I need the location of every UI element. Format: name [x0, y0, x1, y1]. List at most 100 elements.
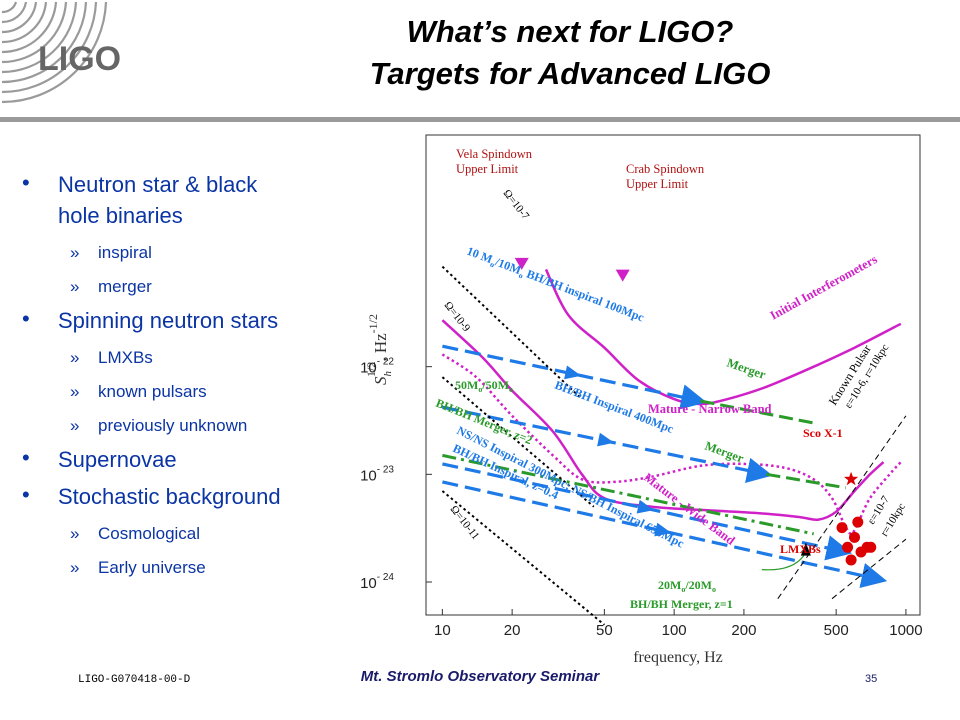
x-axis-label: frequency, Hz: [633, 649, 723, 666]
annotation-20mo-sub: o: [681, 585, 685, 594]
plot-border: [425, 134, 921, 616]
sub-bullet-marker-icon: »: [70, 277, 80, 296]
series-50mo-50mo-bh-bh-merger-z-2: [442, 453, 815, 536]
annotation-50mo-sub2: o: [509, 385, 513, 394]
annotation-50mo-merger: 50Mo/50Mo: [455, 378, 513, 394]
annotation-50mo-mid: /50M: [481, 378, 509, 392]
annotation-initial-interferometers: Initial Interferometers: [768, 252, 880, 323]
x-tick-label: 100: [662, 622, 687, 639]
series-10-mo-10mo-bh-bh-inspiral-100mpc: [442, 344, 707, 410]
annotation-20mo-merger-line2: BH/BH Merger, z=1: [630, 597, 733, 611]
sub-bullet-item: » LMXBs: [20, 346, 350, 370]
series-10-7-r-10kpc: [831, 538, 907, 600]
x-tick-label: 20: [504, 622, 521, 639]
annotation-mature-narrow-band: Mature - Narrow Band: [648, 402, 772, 416]
sub-bullet-marker-icon: »: [70, 558, 80, 577]
series-lmxbs-point: [836, 522, 848, 534]
series-ns-ns-inspiral-300mpc-ns-bh-inspiral-650mpc-arrowhead: [636, 499, 654, 514]
chart-markers: [514, 257, 877, 566]
chart-series: [441, 265, 907, 626]
annotation-omega-1e-7: Ω=10-7: [501, 187, 532, 222]
bullet-dot-icon: •: [22, 482, 30, 507]
annotation-crab-spindown: Crab Spindown Upper Limit: [626, 162, 705, 191]
annotation-lmxbs: LMXBs: [780, 542, 821, 556]
series-10-7: [441, 265, 583, 400]
sub-bullet-item: » Early universe: [20, 556, 350, 580]
sub-bullet-text: known pulsars: [98, 382, 207, 401]
y-tick-label-base: 10: [360, 467, 377, 484]
annotation-20mo-sub2: o: [712, 585, 716, 594]
bullet-list: • Neutron star & black hole binaries » insp…: [20, 163, 350, 580]
plot-frame: [425, 134, 921, 616]
sub-bullet-item: » inspiral: [20, 241, 350, 265]
series-lmxbs-point: [842, 541, 854, 553]
bullet-text: Neutron star & black: [58, 172, 258, 197]
annotation-omega-1e-9: Ω=10-9: [442, 299, 473, 334]
chart-axes: frequency, Hz Sh 1/2, Hz-1/2 10 20 50 100 200…: [360, 314, 923, 666]
series-10-11: [441, 490, 606, 626]
footer-page-number: 35: [865, 673, 878, 685]
sub-bullet-marker-icon: »: [70, 243, 80, 262]
series-mature-narrow-band: [441, 353, 902, 536]
sub-bullet-text: previously unknown: [98, 416, 248, 435]
sub-bullet-item: » previously unknown: [20, 414, 350, 438]
y-tick-label-exp: - 23: [377, 464, 395, 475]
series-10-9: [441, 376, 595, 508]
annotation-50mo-sub: o: [478, 385, 482, 394]
bullet-item: • Neutron star & black hole binaries: [20, 169, 350, 231]
bullet-dot-icon: •: [22, 306, 30, 331]
series-lmxbs-point: [845, 554, 857, 566]
series-bh-bh-inspiral-z-0-4: [442, 480, 888, 589]
sub-bullet-text: Cosmological: [98, 524, 201, 543]
annotation-sco-x1: Sco X-1: [803, 426, 843, 440]
title-divider: [0, 117, 960, 122]
annotation-50mo-prefix: 50M: [455, 378, 478, 392]
footer-document-id: LIGO-G070418-00-D: [78, 674, 191, 686]
sub-bullet-marker-icon: »: [70, 348, 80, 367]
annotation-merger-1: Merger: [725, 356, 768, 382]
annotation-vela-line1: Vela Spindown: [456, 147, 533, 161]
bullet-text: Supernovae: [58, 447, 177, 472]
annotation-crab-line1: Crab Spindown: [626, 162, 705, 176]
y-axis-label: Sh 1/2, Hz-1/2: [364, 314, 394, 385]
bullet-text: Stochastic background: [58, 484, 281, 509]
series-lmxbs-point: [865, 541, 877, 553]
y-tick-label-base: 10: [360, 360, 377, 377]
logo-text: LIGO: [38, 40, 121, 78]
bullet-dot-icon: •: [22, 170, 30, 195]
series-crab-spindown-upper-limit-marker: [615, 269, 630, 282]
bullet-text: Spinning neutron stars: [58, 308, 279, 333]
sub-bullet-item: » Cosmological: [20, 522, 350, 546]
annotation-10mo-rest: BH/BH inspiral 100Mpc: [522, 266, 647, 325]
y-axis-label-unit-sup: -1/2: [366, 314, 380, 333]
series-20mo-20mo-bh-bh-merger-z-1-marker: [800, 542, 811, 556]
y-axis-label-sup: 1/2: [364, 362, 378, 377]
ligo-logo: LIGO: [1, 1, 121, 104]
annotation-vela-line2: Upper Limit: [456, 162, 519, 176]
x-tick-label: 200: [731, 622, 756, 639]
y-tick-label: 10- 23: [360, 464, 394, 484]
y-tick-label: 10- 24: [360, 572, 394, 592]
series-lmxbs-point: [849, 531, 861, 543]
bullet-item: • Stochastic background: [20, 481, 350, 512]
annotation-20mo-prefix: 20M: [658, 578, 681, 592]
annotation-vela-spindown: Vela Spindown Upper Limit: [456, 147, 533, 176]
annotation-merger-2: Merger: [703, 439, 746, 466]
footer-seminar: Mt. Stromlo Observatory Seminar: [360, 668, 600, 685]
y-axis-label-unit: , Hz: [371, 333, 390, 362]
callout-20mo-merger: [761, 555, 805, 571]
series-known-pulsar-10-6-r-10kpc: [777, 415, 907, 599]
sub-bullet-item: » known pulsars: [20, 380, 350, 404]
series-10-mo-10mo-bh-bh-inspiral-100mpc-arrowhead: [564, 365, 582, 380]
sensitivity-chart: Vela Spindown Upper Limit Crab Spindown Up…: [360, 134, 923, 666]
chart-annotations: Vela Spindown Upper Limit Crab Spindown Up…: [434, 147, 908, 611]
annotation-20mo-mid: /20M: [684, 578, 712, 592]
sub-bullet-marker-icon: »: [70, 416, 80, 435]
x-tick-label: 10: [434, 622, 451, 639]
sub-bullet-marker-icon: »: [70, 524, 80, 543]
annotation-crab-line2: Upper Limit: [626, 177, 689, 191]
series-bh-bh-inspiral-400mpc-arrowhead: [597, 432, 615, 447]
y-tick-label: 10- 22: [360, 357, 394, 377]
x-tick-label: 1000: [889, 622, 922, 639]
series-sco-x-1-marker: [844, 471, 859, 486]
